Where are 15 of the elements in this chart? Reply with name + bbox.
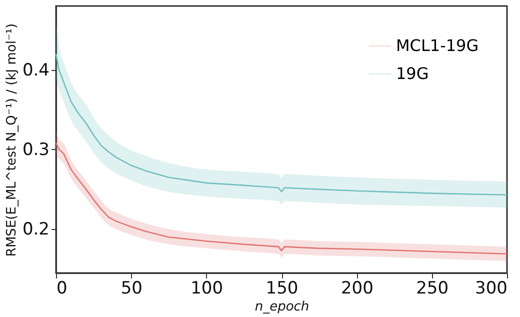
x-axis-title: n_epoch [254,300,310,314]
y-tick-label: 0.4 [22,60,50,80]
x-tick-label: 0 [56,278,68,298]
y-tick-label: 0.2 [22,220,50,240]
y-axis-title: RMSE(E_ML^test N_Q⁻¹) / (kJ mol⁻¹) [4,23,20,257]
x-tick-label: 100 [190,278,224,298]
legend-label: MCL1-19G [396,36,479,55]
x-tick-label: 200 [340,278,374,298]
legend-label: 19G [396,64,429,83]
x-tick-label: 300 [475,278,508,298]
y-tick-label: 0.3 [22,140,50,160]
x-tick-label: 50 [120,278,142,298]
x-tick-label: 150 [266,278,298,298]
line-series [55,53,508,196]
x-tick-label: 250 [416,278,449,298]
